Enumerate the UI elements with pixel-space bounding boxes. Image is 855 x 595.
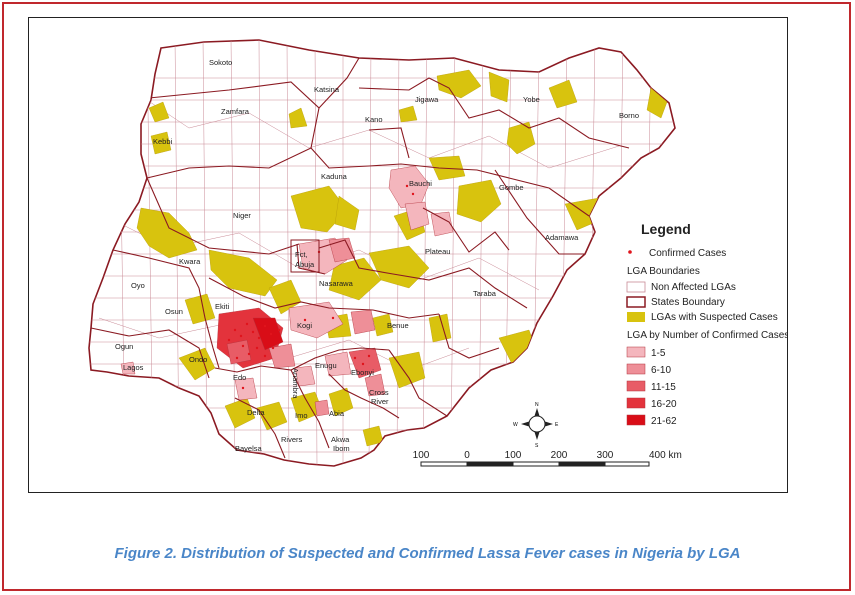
state-label-zamfara: Zamfara xyxy=(221,107,250,116)
state-label-kebbi: Kebbi xyxy=(153,137,173,146)
scale-tick-label: 300 xyxy=(597,450,614,461)
state-label-imo: Imo xyxy=(295,411,308,420)
state-label-abia: Abia xyxy=(329,409,345,418)
state-label-taraba: Taraba xyxy=(473,289,497,298)
legend: Legend Confirmed Cases LGA Boundaries No… xyxy=(626,221,788,427)
legend-bin-swatch xyxy=(626,380,646,392)
state-label-benue: Benue xyxy=(387,321,409,330)
legend-bin-swatch xyxy=(626,346,646,358)
legend-bin-label: 11-15 xyxy=(651,382,676,393)
scale-tick-label: 400 km xyxy=(649,450,682,461)
legend-title: Legend xyxy=(641,221,691,237)
legend-bin-swatch xyxy=(626,363,646,375)
state-label-fct: Fct, xyxy=(295,250,308,259)
state-label-rivers: Rivers xyxy=(281,435,303,444)
legend-states-boundary-label: States Boundary xyxy=(651,297,725,308)
legend-bin-label: 16-20 xyxy=(651,399,677,410)
scale-tick-label: 200 xyxy=(551,450,568,461)
state-label-ebonyi: Ebonyi xyxy=(351,368,374,377)
legend-suspected-label: LGAs with Suspected Cases xyxy=(651,312,778,323)
states-boundary-swatch xyxy=(626,296,646,308)
fct-boundary xyxy=(290,239,320,273)
north-arrow: N S E W xyxy=(513,402,559,449)
state-label-ekiti: Ekiti xyxy=(215,302,230,311)
figure-caption: Figure 2. Distribution of Suspected and … xyxy=(114,545,741,562)
scale-tick-label: 100 xyxy=(505,450,522,461)
state-label-akwa: Akwa xyxy=(331,435,350,444)
state-label-delta: Delta xyxy=(247,408,265,417)
state-label-kaduna: Kaduna xyxy=(321,172,348,181)
state-labels: Sokoto Katsina Jigawa Yobe Borno Zamfara… xyxy=(115,58,639,453)
state-label-anambra: Anambra xyxy=(291,368,300,399)
non-affected-swatch xyxy=(626,281,646,293)
scale-tick-label: 0 xyxy=(464,450,470,461)
state-label-bayelsa: Bayelsa xyxy=(235,444,263,453)
legend-lga-heading: LGA Boundaries xyxy=(627,266,700,277)
map-panel: Sokoto Katsina Jigawa Yobe Borno Zamfara… xyxy=(28,17,788,493)
south-label: S xyxy=(535,443,539,449)
confirmed-lgas xyxy=(120,165,454,417)
state-label-oyo: Oyo xyxy=(131,281,145,290)
state-label-osun: Osun xyxy=(165,307,183,316)
state-label-lagos: Lagos xyxy=(123,363,144,372)
suspected-swatch xyxy=(627,312,645,322)
legend-bins: 1-5 6-10 11-15 16-20 21-62 xyxy=(626,346,677,427)
scale-ticks: 100 0 100 200 300 400 km xyxy=(413,450,682,461)
legend-non-affected-label: Non Affected LGAs xyxy=(651,282,736,293)
state-label-sokoto: Sokoto xyxy=(209,58,232,67)
state-label-katsina: Katsina xyxy=(314,85,340,94)
legend-bin-label: 1-5 xyxy=(651,348,666,359)
nigeria-map: Sokoto Katsina Jigawa Yobe Borno Zamfara… xyxy=(88,39,788,467)
state-label-borno: Borno xyxy=(619,111,639,120)
state-label-bauchi: Bauchi xyxy=(409,179,432,188)
confirmed-cases-symbol xyxy=(628,250,632,254)
state-label-nasarawa: Nasarawa xyxy=(319,279,354,288)
state-label-jigawa: Jigawa xyxy=(415,95,439,104)
state-label-kwara: Kwara xyxy=(179,257,201,266)
east-label: E xyxy=(555,422,559,428)
state-label-kano: Kano xyxy=(365,115,383,124)
state-label-abuja: Abuja xyxy=(295,260,315,269)
confirmed-case-dots xyxy=(227,184,415,390)
state-label-plateau: Plateau xyxy=(425,247,450,256)
state-label-adamawa: Adamawa xyxy=(545,233,579,242)
legend-by-number-heading: LGA by Number of Confirmed Cases xyxy=(627,330,788,341)
legend-bin-label: 6-10 xyxy=(651,365,671,376)
state-label-niger: Niger xyxy=(233,211,251,220)
state-label-ibom: Ibom xyxy=(333,444,350,453)
west-label: W xyxy=(513,422,518,428)
scale-bar: 100 0 100 200 300 400 km xyxy=(413,450,682,467)
state-label-yobe: Yobe xyxy=(523,95,540,104)
state-label-kogi: Kogi xyxy=(297,321,312,330)
state-label-ondo: Ondo xyxy=(189,355,207,364)
state-label-edo: Edo xyxy=(233,373,246,382)
legend-bin-swatch xyxy=(626,397,646,409)
north-label: N xyxy=(535,402,539,408)
state-label-cross: Cross xyxy=(369,388,389,397)
legend-bin-swatch xyxy=(626,414,646,426)
state-label-enugu: Enugu xyxy=(315,361,337,370)
legend-confirmed-label: Confirmed Cases xyxy=(649,248,726,259)
state-label-gombe: Gombe xyxy=(499,183,524,192)
suspected-lgas xyxy=(136,69,668,447)
legend-bin-label: 21-62 xyxy=(651,416,677,427)
scale-tick-label: 100 xyxy=(413,450,430,461)
state-label-river: River xyxy=(371,397,389,406)
lga-layer xyxy=(89,40,675,466)
state-boundaries xyxy=(90,57,630,459)
state-label-ogun: Ogun xyxy=(115,342,133,351)
